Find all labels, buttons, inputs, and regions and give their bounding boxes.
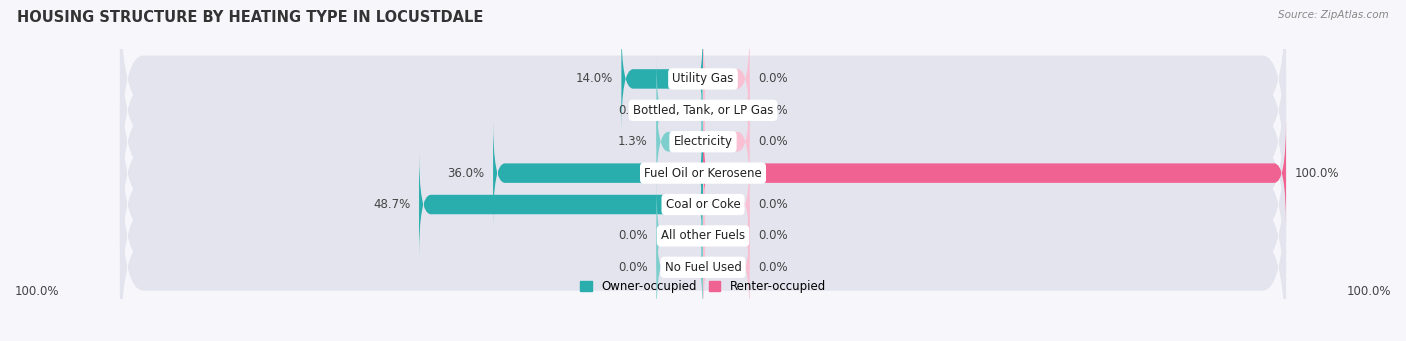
Text: 0.0%: 0.0% bbox=[758, 261, 787, 274]
Text: 0.0%: 0.0% bbox=[619, 261, 648, 274]
Text: 100.0%: 100.0% bbox=[1295, 167, 1340, 180]
Text: HOUSING STRUCTURE BY HEATING TYPE IN LOCUSTDALE: HOUSING STRUCTURE BY HEATING TYPE IN LOC… bbox=[17, 10, 484, 25]
FancyBboxPatch shape bbox=[120, 102, 1286, 307]
Text: No Fuel Used: No Fuel Used bbox=[665, 261, 741, 274]
Text: 0.0%: 0.0% bbox=[619, 229, 648, 242]
Text: 48.7%: 48.7% bbox=[373, 198, 411, 211]
Text: 0.0%: 0.0% bbox=[758, 104, 787, 117]
FancyBboxPatch shape bbox=[621, 26, 703, 132]
Text: 0.0%: 0.0% bbox=[758, 135, 787, 148]
Text: Source: ZipAtlas.com: Source: ZipAtlas.com bbox=[1278, 10, 1389, 20]
FancyBboxPatch shape bbox=[120, 40, 1286, 244]
Text: 0.0%: 0.0% bbox=[619, 104, 648, 117]
FancyBboxPatch shape bbox=[657, 57, 703, 163]
Text: 1.3%: 1.3% bbox=[617, 135, 648, 148]
Text: All other Fuels: All other Fuels bbox=[661, 229, 745, 242]
FancyBboxPatch shape bbox=[120, 8, 1286, 212]
Text: 36.0%: 36.0% bbox=[447, 167, 484, 180]
Legend: Owner-occupied, Renter-occupied: Owner-occupied, Renter-occupied bbox=[575, 276, 831, 298]
FancyBboxPatch shape bbox=[657, 89, 703, 195]
Text: 100.0%: 100.0% bbox=[15, 285, 59, 298]
FancyBboxPatch shape bbox=[120, 165, 1286, 341]
Text: 0.0%: 0.0% bbox=[758, 72, 787, 86]
FancyBboxPatch shape bbox=[419, 151, 703, 257]
FancyBboxPatch shape bbox=[120, 71, 1286, 276]
Text: 0.0%: 0.0% bbox=[758, 229, 787, 242]
Text: Fuel Oil or Kerosene: Fuel Oil or Kerosene bbox=[644, 167, 762, 180]
Text: Electricity: Electricity bbox=[673, 135, 733, 148]
Text: Bottled, Tank, or LP Gas: Bottled, Tank, or LP Gas bbox=[633, 104, 773, 117]
FancyBboxPatch shape bbox=[703, 57, 749, 163]
Text: Coal or Coke: Coal or Coke bbox=[665, 198, 741, 211]
FancyBboxPatch shape bbox=[703, 120, 1286, 226]
FancyBboxPatch shape bbox=[120, 134, 1286, 338]
FancyBboxPatch shape bbox=[494, 120, 703, 226]
FancyBboxPatch shape bbox=[657, 214, 703, 321]
FancyBboxPatch shape bbox=[703, 214, 749, 321]
Text: Utility Gas: Utility Gas bbox=[672, 72, 734, 86]
FancyBboxPatch shape bbox=[703, 183, 749, 289]
Text: 0.0%: 0.0% bbox=[758, 198, 787, 211]
Text: 100.0%: 100.0% bbox=[1347, 285, 1391, 298]
FancyBboxPatch shape bbox=[120, 0, 1286, 181]
FancyBboxPatch shape bbox=[703, 151, 749, 257]
FancyBboxPatch shape bbox=[657, 183, 703, 289]
Text: 14.0%: 14.0% bbox=[575, 72, 613, 86]
FancyBboxPatch shape bbox=[703, 26, 749, 132]
FancyBboxPatch shape bbox=[703, 89, 749, 195]
